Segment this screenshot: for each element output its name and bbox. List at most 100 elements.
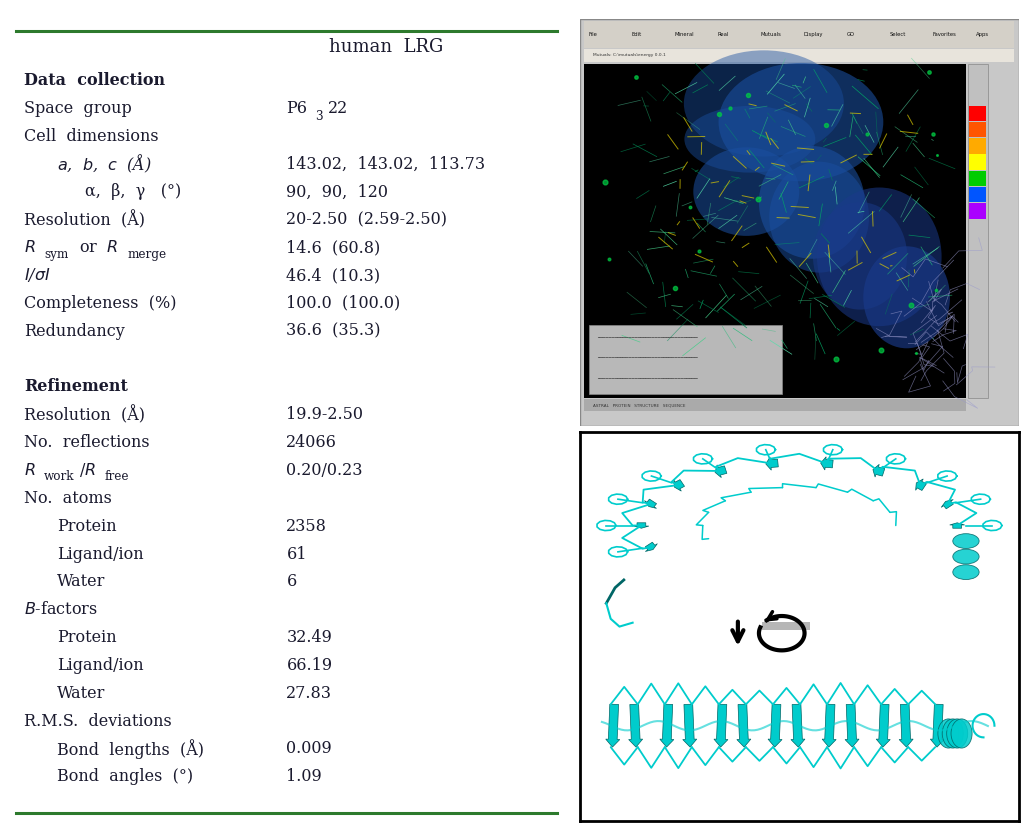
Text: ───────────────────────────────────: ─────────────────────────────────── — [598, 354, 699, 359]
FancyArrow shape — [915, 479, 927, 491]
Text: Water: Water — [57, 685, 105, 701]
Text: $I$/$\sigma$$I$: $I$/$\sigma$$I$ — [24, 267, 51, 284]
FancyArrow shape — [791, 704, 805, 747]
Text: Protein: Protein — [57, 517, 117, 535]
Text: Ligand/ion: Ligand/ion — [57, 546, 143, 563]
Text: Apps: Apps — [975, 32, 989, 37]
Text: 27.83: 27.83 — [286, 685, 332, 701]
Ellipse shape — [694, 147, 799, 236]
Text: No.  reflections: No. reflections — [24, 434, 150, 451]
Text: 90,  90,  120: 90, 90, 120 — [286, 183, 388, 201]
Text: merge: merge — [128, 247, 167, 261]
Text: Refinement: Refinement — [24, 379, 128, 395]
Bar — [584, 49, 1014, 62]
Text: α,  β,  γ   (°): α, β, γ (°) — [85, 183, 181, 201]
Ellipse shape — [718, 63, 883, 181]
Text: Mutuals: Mutuals — [761, 32, 781, 37]
FancyArrow shape — [634, 522, 649, 528]
Text: Space  group: Space group — [24, 99, 132, 117]
Bar — [584, 400, 966, 410]
Bar — [584, 64, 966, 398]
Text: Mutuals: C:\mutuals\energy 0.0.1: Mutuals: C:\mutuals\energy 0.0.1 — [593, 54, 666, 58]
Text: Display: Display — [804, 32, 824, 37]
FancyArrow shape — [606, 704, 620, 747]
Text: 0.20/0.23: 0.20/0.23 — [286, 462, 363, 479]
Text: sym: sym — [44, 247, 68, 261]
Text: Edit: Edit — [632, 32, 642, 37]
Ellipse shape — [953, 549, 979, 564]
Text: 19.9-2.50: 19.9-2.50 — [286, 406, 363, 423]
Text: Completeness  (%): Completeness (%) — [24, 295, 176, 312]
Text: P6: P6 — [286, 99, 308, 117]
FancyArrow shape — [659, 704, 674, 747]
Ellipse shape — [953, 533, 979, 548]
Text: or  $R$: or $R$ — [79, 239, 119, 256]
Text: 46.4  (10.3): 46.4 (10.3) — [286, 267, 381, 284]
Text: 61: 61 — [286, 546, 307, 563]
Bar — [969, 203, 987, 219]
Text: No.  atoms: No. atoms — [24, 490, 112, 507]
Text: ───────────────────────────────────: ─────────────────────────────────── — [598, 375, 699, 380]
FancyArrow shape — [737, 704, 751, 747]
Text: $a$,  $b$,  $c$  (Å): $a$, $b$, $c$ (Å) — [57, 153, 152, 176]
FancyArrow shape — [766, 457, 778, 470]
Text: 24066: 24066 — [286, 434, 337, 451]
FancyArrow shape — [820, 456, 833, 470]
Text: 2358: 2358 — [286, 517, 327, 535]
FancyArrow shape — [941, 500, 954, 509]
Ellipse shape — [952, 719, 972, 748]
Text: 0.009: 0.009 — [286, 741, 332, 757]
Text: GO: GO — [846, 32, 854, 37]
Text: 66.19: 66.19 — [286, 657, 332, 674]
Ellipse shape — [953, 565, 979, 579]
FancyArrow shape — [715, 465, 727, 477]
Ellipse shape — [946, 719, 968, 748]
FancyArrow shape — [949, 522, 965, 528]
Text: $B$-factors: $B$-factors — [24, 601, 98, 618]
FancyArrow shape — [876, 704, 891, 747]
Bar — [968, 64, 988, 398]
Bar — [969, 155, 987, 170]
Text: File: File — [589, 32, 598, 37]
Text: /$R$: /$R$ — [79, 461, 96, 479]
Text: 36.6  (35.3): 36.6 (35.3) — [286, 323, 381, 339]
FancyArrow shape — [768, 704, 782, 747]
Text: free: free — [104, 471, 129, 483]
FancyArrow shape — [644, 499, 656, 508]
Text: Bond  lengths  (Å): Bond lengths (Å) — [57, 739, 204, 759]
Text: 14.6  (60.8): 14.6 (60.8) — [286, 239, 381, 256]
FancyArrow shape — [899, 704, 913, 747]
Text: 1.09: 1.09 — [286, 768, 322, 785]
Text: Water: Water — [57, 573, 105, 590]
Bar — [589, 324, 782, 394]
Ellipse shape — [684, 50, 844, 156]
Text: Bond  angles  (°): Bond angles (°) — [57, 768, 193, 785]
Text: $R$: $R$ — [24, 239, 36, 256]
Ellipse shape — [769, 161, 869, 273]
Bar — [969, 187, 987, 202]
FancyArrow shape — [628, 704, 643, 747]
Text: human  LRG: human LRG — [328, 38, 443, 56]
Text: Redundancy: Redundancy — [24, 323, 125, 339]
FancyArrow shape — [823, 704, 836, 747]
FancyArrow shape — [845, 704, 859, 747]
Ellipse shape — [942, 719, 963, 748]
Text: Cell  dimensions: Cell dimensions — [24, 128, 159, 145]
Text: 100.0  (100.0): 100.0 (100.0) — [286, 295, 400, 312]
Bar — [969, 105, 987, 121]
FancyArrow shape — [873, 464, 884, 477]
Text: Real: Real — [717, 32, 729, 37]
Text: 6: 6 — [286, 573, 296, 590]
Text: work: work — [44, 471, 74, 483]
Text: 22: 22 — [328, 99, 348, 117]
Text: Protein: Protein — [57, 629, 117, 646]
Ellipse shape — [684, 106, 815, 172]
Bar — [762, 622, 810, 630]
Text: ASTRAL   PROTEIN   STRUCTURE   SEQUENCE: ASTRAL PROTEIN STRUCTURE SEQUENCE — [593, 403, 685, 407]
Text: Data  collection: Data collection — [24, 72, 165, 89]
Text: Favorites: Favorites — [933, 32, 957, 37]
Text: 143.02,  143.02,  113.73: 143.02, 143.02, 113.73 — [286, 155, 485, 172]
Ellipse shape — [759, 146, 865, 258]
Ellipse shape — [813, 202, 907, 309]
Ellipse shape — [938, 719, 959, 748]
